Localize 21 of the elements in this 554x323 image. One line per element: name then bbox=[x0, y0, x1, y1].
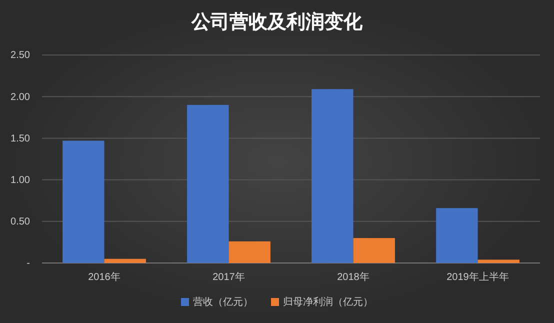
bar bbox=[187, 104, 229, 263]
legend-label: 归母净利润（亿元） bbox=[283, 296, 373, 308]
bar bbox=[478, 260, 520, 263]
y-tick-label: 2.50 bbox=[10, 50, 30, 62]
bar bbox=[104, 258, 146, 263]
x-tick-label: 2016年 bbox=[88, 271, 120, 284]
x-tick-label: 2017年 bbox=[212, 271, 245, 284]
x-tick-label: 2019年上半年 bbox=[446, 271, 509, 284]
y-tick-label: 2.00 bbox=[10, 92, 30, 103]
bar bbox=[228, 241, 270, 263]
y-tick-label: - bbox=[26, 258, 30, 270]
y-tick-label: 1.50 bbox=[10, 133, 30, 144]
legend-label: 营收（亿元） bbox=[193, 296, 253, 308]
bar bbox=[353, 238, 395, 263]
x-tick-label: 2018年 bbox=[337, 271, 370, 284]
y-tick-label: 1.00 bbox=[10, 175, 30, 186]
y-tick-label: 0.50 bbox=[10, 216, 30, 228]
bar bbox=[312, 89, 354, 263]
bar bbox=[62, 140, 104, 263]
chart-title: 公司营收及利润变化 bbox=[190, 11, 364, 33]
bar bbox=[436, 208, 478, 263]
